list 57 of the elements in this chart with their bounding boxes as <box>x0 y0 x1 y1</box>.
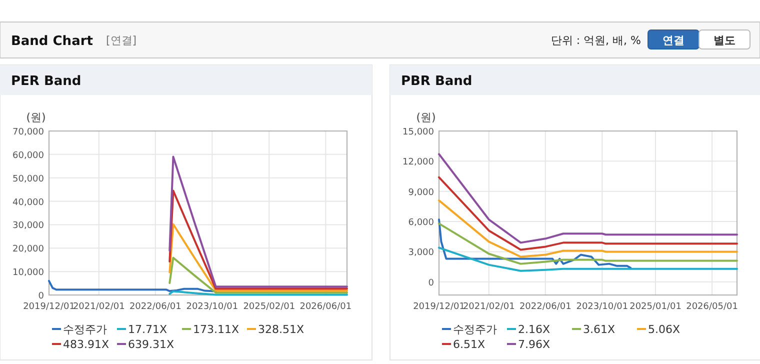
x-tick-label: 2026/05/01 <box>686 302 738 312</box>
y-axis-title: (원) <box>416 111 436 124</box>
x-tick-label: 2023/10/01 <box>576 302 628 312</box>
x-tick-label: 2022/06/01 <box>519 302 572 312</box>
x-tick-label: 2021/02/01 <box>72 302 125 312</box>
legend-label: 수정주가 <box>453 323 497 336</box>
legend-label: 639.31X <box>128 338 174 351</box>
line-series <box>168 156 348 288</box>
y-tick-label: 9,000 <box>408 188 434 198</box>
x-tick-label: 2019/12/01 <box>23 302 75 312</box>
x-tick-label: 2019/12/01 <box>413 302 465 312</box>
legend-label: 173.11X <box>193 323 240 336</box>
legend-label: 483.91X <box>63 338 110 351</box>
legend-label: 17.71X <box>128 323 168 336</box>
line-series <box>168 190 348 290</box>
y-tick-label: 15,000 <box>402 128 434 138</box>
y-tick-label: 12,000 <box>402 158 434 168</box>
line-series <box>168 256 348 294</box>
text: Band Chart <box>11 34 93 49</box>
text: [연결] <box>106 34 137 47</box>
y-tick-label: 10,000 <box>12 268 44 278</box>
x-tick-label: 2023/10/01 <box>186 302 238 312</box>
y-tick-label: 70,000 <box>12 128 44 138</box>
legend-label: 6.51X <box>453 338 486 351</box>
y-tick-label: 3,000 <box>408 248 434 258</box>
legend-label: 328.51X <box>258 323 304 336</box>
x-tick-label: 2022/06/01 <box>129 302 182 312</box>
line-series <box>438 218 632 269</box>
y-tick-label: 0 <box>38 292 44 302</box>
x-tick-label: 2025/02/01 <box>243 302 296 312</box>
y-tick-label: 20,000 <box>12 244 44 255</box>
y-tick-label: 40,000 <box>12 198 44 208</box>
line-series <box>438 153 738 244</box>
y-tick-label: 0 <box>428 278 434 288</box>
text: 단위 : 억원, 배, % <box>550 34 641 47</box>
line-series <box>168 223 348 292</box>
legend-label: 3.61X <box>583 323 616 336</box>
y-tick-label: 30,000 <box>12 221 44 232</box>
x-tick-label: 2025/01/01 <box>630 302 682 312</box>
line-series <box>438 176 738 251</box>
legend-label: 5.06X <box>648 323 680 336</box>
chart-title: PER Band <box>11 74 82 89</box>
x-tick-label: 2021/02/01 <box>462 302 515 312</box>
x-tick-label: 2026/06/01 <box>300 302 352 312</box>
y-axis-title: (원) <box>26 111 46 124</box>
legend-label: 수정주가 <box>63 323 107 336</box>
line-series <box>438 222 738 265</box>
line-series <box>438 246 738 272</box>
y-tick-label: 6,000 <box>408 218 434 228</box>
chart-title: PBR Band <box>401 74 472 89</box>
y-tick-label: 50,000 <box>12 174 44 184</box>
legend-label: 2.16X <box>518 323 550 336</box>
line-series <box>438 199 738 258</box>
y-tick-label: 60,000 <box>12 150 44 161</box>
legend-label: 7.96X <box>518 338 550 351</box>
text: 연결 <box>662 34 684 47</box>
text: 별도 <box>714 34 736 47</box>
